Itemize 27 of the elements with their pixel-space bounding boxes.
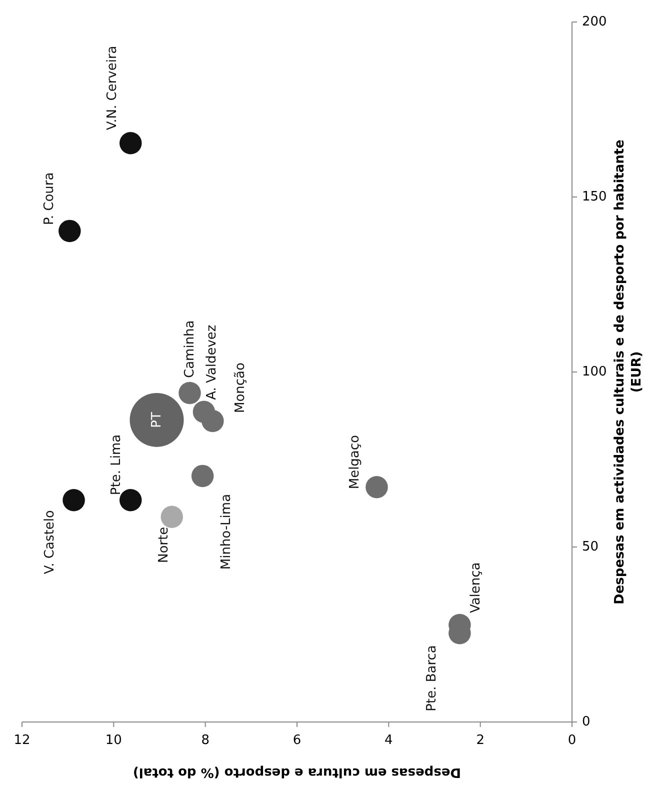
y-tick-label: 50	[582, 540, 599, 555]
x-tick-label: 2	[476, 733, 484, 748]
annotation: V.N. Cerveira	[105, 46, 120, 130]
annotation: P. Coura	[42, 172, 58, 225]
annotation: Monção	[233, 362, 248, 413]
annotation: Melgaço	[347, 434, 362, 490]
x-tick-label: 12	[14, 733, 30, 748]
annotation: Minho-Lima	[219, 494, 234, 570]
x-tick-label: 8	[201, 733, 210, 748]
annotation: Valença	[468, 562, 484, 614]
x-tick-label: 6	[292, 733, 302, 748]
annotation: Caminha	[182, 320, 198, 378]
y-axis-title: Despesas em actividades culturais e de desporto por habitante (EUR)	[612, 139, 645, 604]
x-tick-label: 4	[384, 733, 393, 748]
x-tick-label: 10	[105, 733, 122, 748]
x-axis-title: Despesas em cultura e desporto (% do total)	[132, 764, 462, 780]
y-tick-label: 200	[582, 14, 607, 30]
annotation: Pte. Barca	[424, 645, 440, 712]
y-tick-label: 100	[582, 364, 607, 380]
annotation: V. Castelo	[42, 510, 58, 574]
annotation: Norte	[156, 526, 172, 564]
y-tick-label: 0	[582, 714, 590, 730]
x-tick-label: 0	[568, 733, 576, 748]
annotation: PT	[149, 412, 164, 428]
y-tick-label: 150	[582, 190, 607, 205]
annotation: A. Valdevez	[204, 324, 220, 400]
annotation: Pte. Lima	[109, 434, 124, 496]
